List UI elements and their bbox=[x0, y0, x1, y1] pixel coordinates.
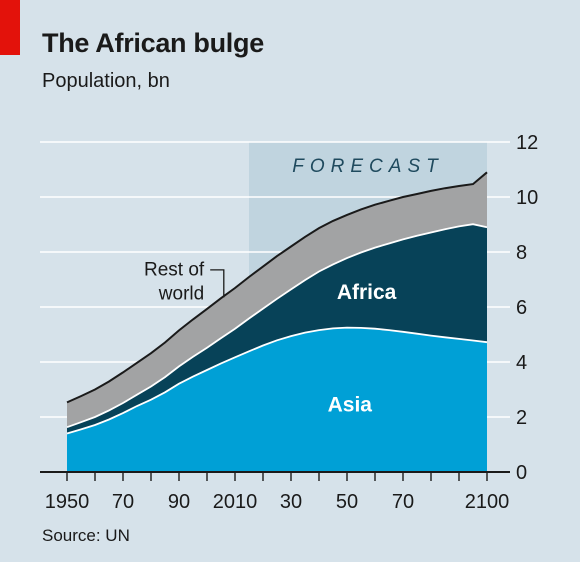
y-tick-label-8: 8 bbox=[516, 242, 527, 264]
area-label-africa: Africa bbox=[337, 281, 397, 304]
series-line-africa bbox=[66, 223, 488, 429]
chart-subtitle: Population, bn bbox=[42, 70, 170, 92]
area-africa bbox=[67, 224, 487, 434]
x-tick-label-2050: 50 bbox=[336, 491, 358, 513]
chart-title: The African bulge bbox=[42, 28, 264, 58]
y-tick-label-10: 10 bbox=[516, 187, 538, 209]
y-tick-label-2: 2 bbox=[516, 407, 527, 429]
x-tick-label-2030: 30 bbox=[280, 491, 302, 513]
area-label-asia: Asia bbox=[328, 394, 373, 417]
area-asia bbox=[67, 327, 487, 472]
source-note: Source: UN bbox=[42, 526, 130, 545]
y-tick-label-4: 4 bbox=[516, 352, 527, 374]
x-tick-label-1970: 70 bbox=[112, 491, 134, 513]
forecast-label: FORECAST bbox=[292, 156, 443, 177]
y-tick-label-12: 12 bbox=[516, 132, 538, 154]
series-line-rest-of-world bbox=[66, 171, 488, 404]
x-tick-label-2100: 2100 bbox=[465, 491, 510, 513]
area-rest-of-world bbox=[67, 172, 487, 428]
x-tick-label-1950: 1950 bbox=[45, 491, 90, 513]
x-tick-label-2010: 2010 bbox=[213, 491, 258, 513]
y-tick-label-6: 6 bbox=[516, 297, 527, 319]
annotation-rest-of-world-line-1: Rest of bbox=[144, 259, 205, 280]
y-tick-label-0: 0 bbox=[516, 462, 527, 484]
brand-red-tag bbox=[0, 0, 20, 55]
x-tick-label-1990: 90 bbox=[168, 491, 190, 513]
series-line-asia bbox=[66, 326, 488, 435]
x-tick-label-2070: 70 bbox=[392, 491, 414, 513]
annotation-leader-line bbox=[210, 269, 225, 298]
annotation-rest-of-world-line-2: world bbox=[158, 283, 204, 304]
